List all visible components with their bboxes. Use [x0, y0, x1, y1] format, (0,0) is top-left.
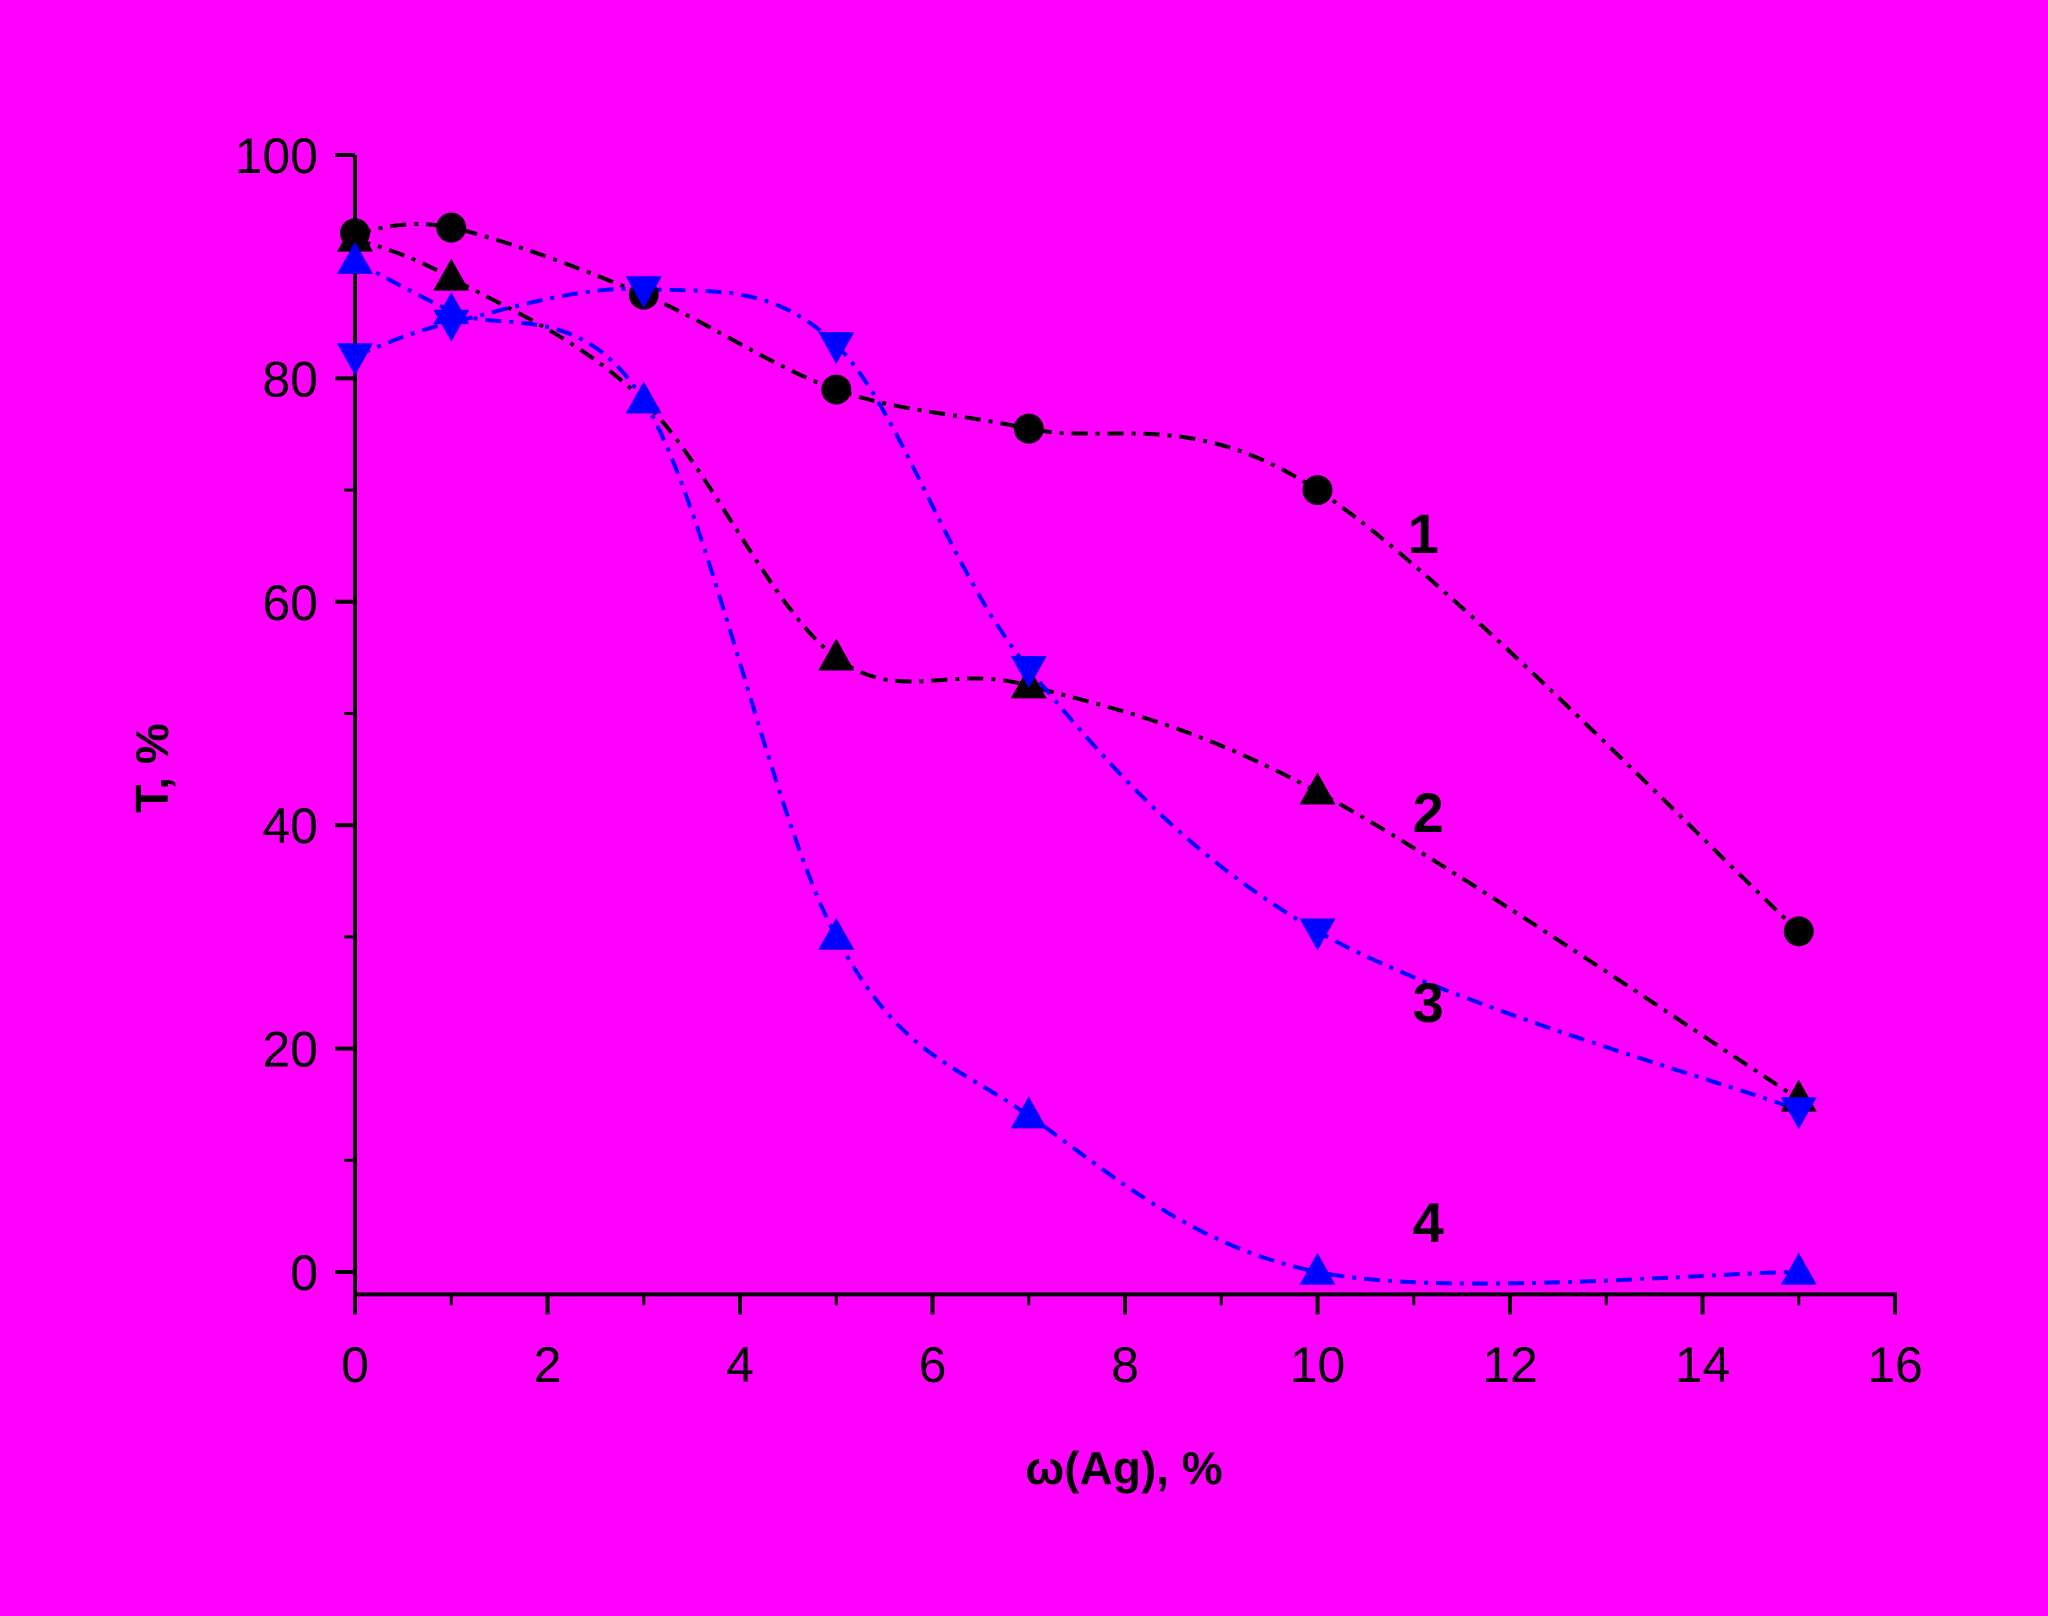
x-tick-label: 8 [1111, 1337, 1139, 1393]
series-2-point [433, 258, 470, 291]
y-tick-label: 80 [262, 351, 318, 407]
x-tick-label: 2 [534, 1337, 562, 1393]
x-tick-label: 12 [1482, 1337, 1538, 1393]
series-2-point [818, 638, 855, 671]
curve-label-4: 4 [1413, 1191, 1444, 1254]
series-4-point [1010, 1096, 1047, 1129]
series-1-point [1783, 916, 1814, 947]
x-axis-label: ω(Ag), % [1025, 1442, 1222, 1494]
x-tick-label: 14 [1675, 1337, 1731, 1393]
y-tick-label: 60 [262, 575, 318, 631]
series-4-point [818, 917, 855, 950]
series-3-point [1780, 1097, 1817, 1130]
series-1-point [821, 374, 852, 405]
curve-label-3: 3 [1413, 971, 1444, 1034]
series-4-point [1780, 1252, 1817, 1285]
series-line-2 [355, 236, 1800, 1101]
series-4-point [337, 241, 373, 274]
series-curves [355, 222, 1801, 1286]
series-3-point [1010, 656, 1047, 689]
series-3-point [625, 276, 662, 309]
x-tick-label: 10 [1290, 1337, 1346, 1393]
series-2-point [337, 219, 373, 252]
curve-label-2: 2 [1413, 781, 1444, 844]
series-3-point [818, 332, 855, 365]
series-markers [337, 212, 1817, 1285]
x-tick-label: 6 [919, 1337, 947, 1393]
series-labels: 1 2 3 4 [1408, 502, 1444, 1254]
y-tick-label: 100 [235, 128, 318, 184]
series-line-3 [355, 286, 1800, 1112]
series-1-point [1013, 413, 1044, 444]
series-4-point [433, 292, 470, 325]
series-2-point [1299, 772, 1336, 805]
series-1-point [436, 212, 467, 243]
curve-label-1: 1 [1408, 502, 1439, 565]
series-line-1 [355, 222, 1801, 933]
y-tick-label: 40 [262, 798, 318, 854]
series-4-point [1299, 1252, 1336, 1285]
series-3-point [1299, 918, 1336, 951]
x-tick-label: 0 [341, 1337, 369, 1393]
series-4-point [625, 381, 662, 414]
y-axis-label: T, % [126, 723, 178, 812]
y-tick-label: 0 [290, 1245, 318, 1301]
y-tick-label: 20 [262, 1022, 318, 1078]
x-tick-label: 16 [1867, 1337, 1923, 1393]
series-3-point [337, 343, 373, 376]
series-line-4 [355, 259, 1799, 1286]
x-tick-label: 4 [726, 1337, 754, 1393]
series-1-point [1302, 475, 1333, 506]
